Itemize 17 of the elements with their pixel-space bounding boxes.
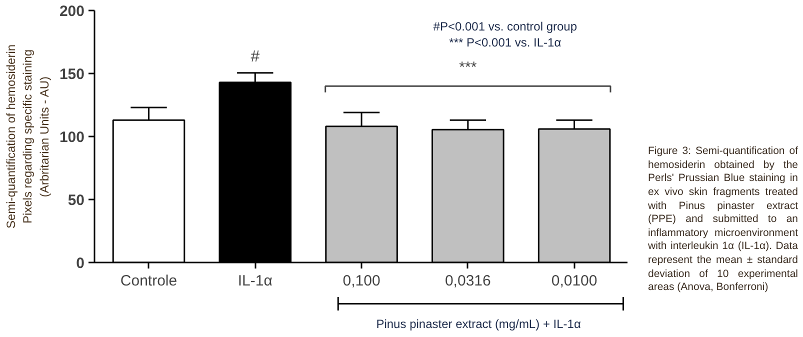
x-tick-label: IL-1α xyxy=(238,272,273,290)
y-tick-label: 200 xyxy=(59,3,85,20)
text: Pinus pinaster extract (mg/mL) + IL-1α xyxy=(376,317,581,331)
y-tick-label: 50 xyxy=(68,192,85,209)
y-tick-label: 100 xyxy=(59,129,85,146)
y-tick-label: 0 xyxy=(76,255,84,272)
y-tick-label: 150 xyxy=(59,66,85,83)
text: Figure 3: Semi-quantification of hemosiderin obtained by the Perls' Prussian Blue staining in ex vivo skin fragments treated with Pinus pinaster extract (PPE) and submitted to an inflammatory microenvironment with interleukin 1α (IL-1α). Data represent the mean ± standard deviation of 10 experimental areas (Anova, Bonferroni) xyxy=(648,145,798,294)
y-axis-title: Semi-quantification of hemosiderin Pixels regarding specific staining (Arbritarian Units - AU) xyxy=(4,44,52,229)
annotation: # xyxy=(250,48,260,66)
annotation: #P<0.001 vs. control group xyxy=(433,19,578,34)
x-tick-label: 0,0316 xyxy=(444,272,491,290)
x-tick-label: 0,100 xyxy=(342,272,380,290)
annotation: *** P<0.001 vs. IL-1α xyxy=(449,36,562,50)
annotation: *** xyxy=(459,59,477,76)
x-tick-label: Controle xyxy=(120,272,178,290)
x-tick-label: 0,0100 xyxy=(551,272,598,290)
